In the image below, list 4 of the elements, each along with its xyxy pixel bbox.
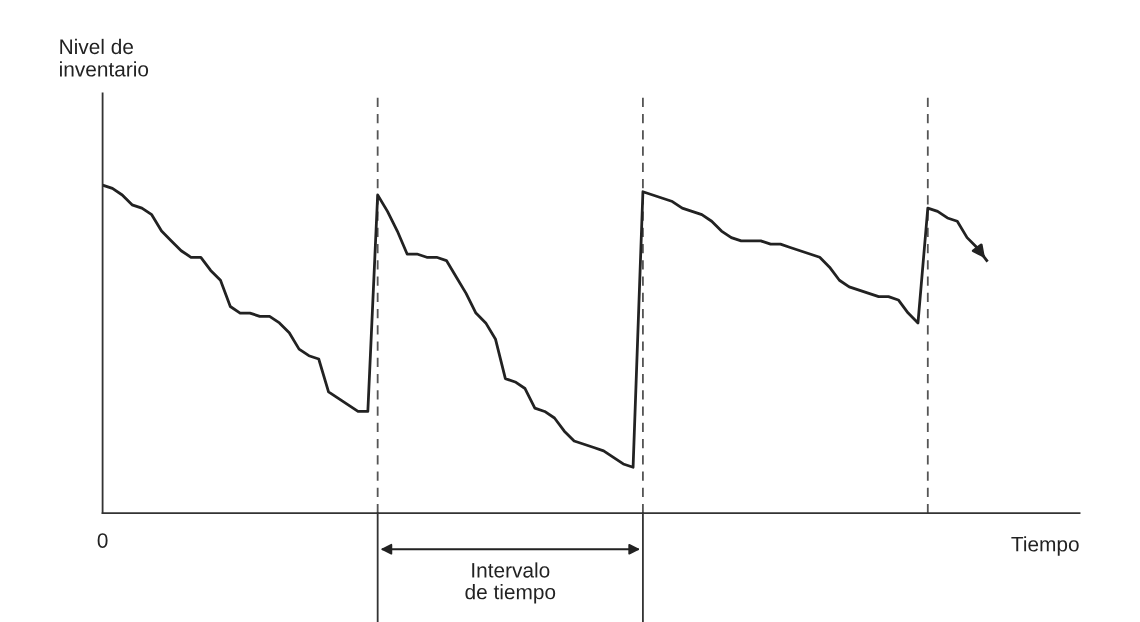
text: Intervalo de tiempo — [465, 562, 556, 604]
x-axis-title: Tiempo — [1011, 536, 1079, 556]
text: 0 — [97, 533, 108, 548]
text: Nivel de inventario — [60, 38, 149, 77]
